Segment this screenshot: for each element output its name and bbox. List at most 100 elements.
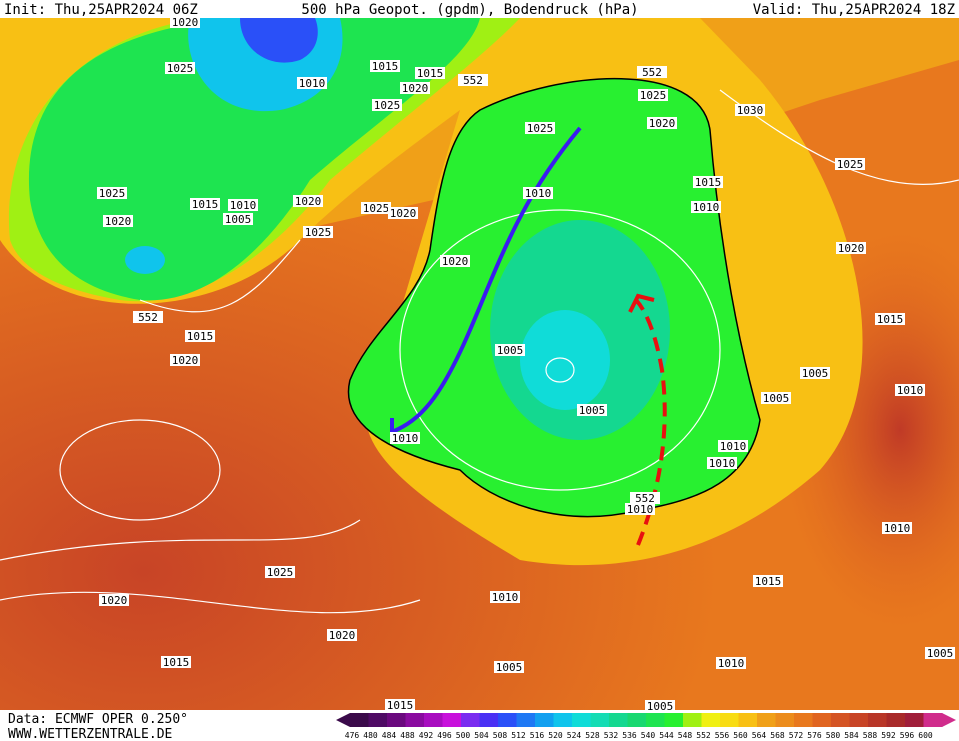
label-box bbox=[190, 198, 220, 210]
pressure-label: 1010 bbox=[299, 77, 326, 90]
isobar bbox=[0, 519, 361, 561]
colorbar-label: 556 bbox=[715, 731, 730, 740]
pressure-label: 1010 bbox=[230, 199, 257, 212]
colorbar-swatch bbox=[664, 713, 684, 727]
label-box bbox=[577, 404, 607, 416]
label-box bbox=[370, 60, 400, 72]
colorbar-label: 532 bbox=[604, 731, 619, 740]
colorbar-swatch bbox=[572, 713, 591, 727]
label-box bbox=[99, 594, 129, 606]
pressure-label: 1025 bbox=[305, 226, 332, 239]
colorbar-swatch bbox=[350, 713, 369, 727]
label-box bbox=[753, 575, 783, 587]
pressure-label: 1020 bbox=[172, 354, 199, 367]
colorbar-label: 596 bbox=[900, 731, 915, 740]
colorbar-label: 564 bbox=[752, 731, 767, 740]
colorbar-swatch bbox=[701, 713, 721, 727]
pressure-label: 1025 bbox=[167, 62, 194, 75]
pressure-label: 1010 bbox=[525, 187, 552, 200]
label-box bbox=[494, 661, 524, 673]
colorbar-label: 504 bbox=[474, 731, 489, 740]
colorbar-swatch bbox=[405, 713, 425, 727]
label-box bbox=[895, 384, 925, 396]
colorbar-swatch bbox=[775, 713, 795, 727]
colorbar-label: 568 bbox=[770, 731, 785, 740]
colorbar-label: 592 bbox=[881, 731, 896, 740]
pressure-label: 1015 bbox=[387, 699, 414, 712]
pressure-label: 1010 bbox=[693, 201, 720, 214]
pressure-label: 552 bbox=[635, 492, 655, 505]
colorbar-swatch bbox=[535, 713, 554, 727]
label-box bbox=[718, 440, 748, 452]
pressure-label: 1020 bbox=[329, 629, 356, 642]
colorbar-swatch bbox=[424, 713, 443, 727]
pressure-label: 1020 bbox=[442, 255, 469, 268]
label-box bbox=[415, 67, 445, 79]
pressure-label: 1030 bbox=[737, 104, 764, 117]
label-box bbox=[630, 492, 660, 504]
label-box bbox=[185, 330, 215, 342]
label-box bbox=[165, 62, 195, 74]
label-box bbox=[265, 566, 295, 578]
pressure-label: 1020 bbox=[402, 82, 429, 95]
label-box bbox=[716, 657, 746, 669]
colorbar-label: 576 bbox=[807, 731, 822, 740]
pressure-label: 1020 bbox=[101, 594, 128, 607]
pressure-label: 1010 bbox=[492, 591, 519, 604]
isobar bbox=[139, 239, 301, 313]
colorbar-arrow-left bbox=[336, 713, 350, 727]
colorbar-swatch bbox=[590, 713, 610, 727]
trough-center bbox=[520, 310, 610, 410]
colorbar-swatch bbox=[498, 713, 517, 727]
pressure-label: 1020 bbox=[649, 117, 676, 130]
init-time: Init: Thu,25APR2024 06Z bbox=[4, 2, 198, 18]
label-box bbox=[875, 313, 905, 325]
data-source: Data: ECMWF OPER 0.250° bbox=[8, 712, 188, 727]
isobar bbox=[545, 357, 575, 383]
colorbar-swatch bbox=[387, 713, 406, 727]
label-box bbox=[691, 201, 721, 213]
pressure-label: 1005 bbox=[496, 661, 523, 674]
colorbar-label: 484 bbox=[382, 731, 397, 740]
label-box bbox=[800, 367, 830, 379]
pressure-label: 1020 bbox=[390, 207, 417, 220]
pressure-label: 1005 bbox=[647, 700, 674, 713]
pressure-label: 1015 bbox=[755, 575, 782, 588]
label-box bbox=[388, 207, 418, 219]
pressure-labels: 1020102510101015101510201025552552102510… bbox=[97, 16, 955, 713]
cold-core-inner bbox=[240, 18, 318, 63]
label-box bbox=[707, 457, 737, 469]
pressure-label: 1015 bbox=[417, 67, 444, 80]
website: WWW.WETTERZENTRALE.DE bbox=[8, 727, 172, 741]
pressure-label: 1025 bbox=[527, 122, 554, 135]
colorbar-label: 544 bbox=[659, 731, 674, 740]
colorbar-arrow-right bbox=[942, 713, 956, 727]
label-box bbox=[170, 354, 200, 366]
label-box bbox=[223, 213, 253, 225]
label-box bbox=[495, 344, 525, 356]
pressure-label: 1005 bbox=[497, 344, 524, 357]
colorbar-swatch bbox=[442, 713, 462, 727]
colorbar-swatch bbox=[886, 713, 906, 727]
label-box bbox=[836, 242, 866, 254]
label-box bbox=[458, 74, 488, 86]
colorbar-label: 540 bbox=[641, 731, 656, 740]
label-box bbox=[400, 82, 430, 94]
label-box bbox=[647, 117, 677, 129]
pressure-label: 1010 bbox=[718, 657, 745, 670]
pressure-label: 1020 bbox=[172, 16, 199, 29]
map-title: 500 hPa Geopot. (gpdm), Bodendruck (hPa) bbox=[301, 2, 638, 18]
pressure-label: 1005 bbox=[927, 647, 954, 660]
colorbar-swatch bbox=[461, 713, 480, 727]
colorbar-label: 560 bbox=[733, 731, 748, 740]
pressure-label: 1010 bbox=[627, 503, 654, 516]
pressure-label: 1020 bbox=[105, 215, 132, 228]
colorbar-label: 512 bbox=[511, 731, 526, 740]
flow-arrow bbox=[391, 126, 582, 434]
pressure-label: 1025 bbox=[837, 158, 864, 171]
isobar bbox=[399, 209, 721, 491]
label-box bbox=[525, 122, 555, 134]
colorbar-label: 500 bbox=[456, 731, 471, 740]
pressure-label: 1010 bbox=[897, 384, 924, 397]
